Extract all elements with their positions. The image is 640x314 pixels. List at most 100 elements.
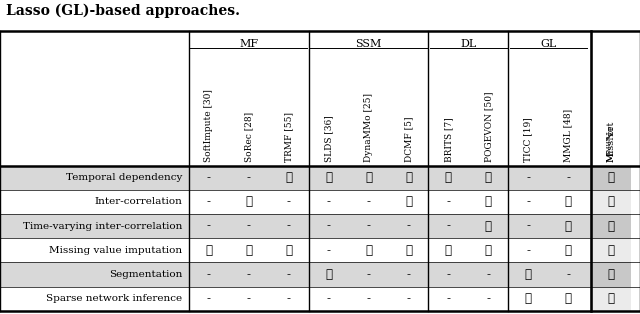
Text: -: -: [207, 219, 211, 233]
Text: Segmentation: Segmentation: [109, 270, 182, 279]
Text: ✓: ✓: [525, 268, 532, 281]
Text: Inter-correlation: Inter-correlation: [95, 198, 182, 206]
Text: SSM: SSM: [355, 39, 381, 49]
Text: -: -: [246, 219, 251, 233]
Bar: [591, 287, 631, 311]
Text: Temporal dependency: Temporal dependency: [66, 173, 182, 182]
Text: -: -: [326, 244, 330, 257]
Text: -: -: [287, 268, 291, 281]
Text: -: -: [526, 171, 530, 184]
Text: -: -: [207, 195, 211, 208]
Text: -: -: [526, 244, 530, 257]
Bar: [591, 263, 631, 287]
Text: GL: GL: [540, 39, 556, 49]
Text: MF: MF: [239, 39, 259, 49]
Bar: [591, 238, 631, 263]
Text: ✓: ✓: [564, 219, 572, 233]
Text: ✓: ✓: [325, 268, 332, 281]
Bar: [0, 263, 591, 287]
Text: BRITS [7]: BRITS [7]: [444, 118, 453, 162]
Text: Lasso (GL)-based approaches.: Lasso (GL)-based approaches.: [6, 3, 241, 18]
Text: -: -: [446, 292, 451, 305]
Text: TICC [19]: TICC [19]: [524, 118, 532, 162]
Text: POGEVON [50]: POGEVON [50]: [484, 92, 493, 162]
Text: ✓: ✓: [365, 244, 372, 257]
Text: -: -: [367, 219, 371, 233]
Bar: [591, 214, 631, 238]
Bar: [591, 165, 631, 190]
Text: ✓: ✓: [445, 171, 452, 184]
Text: ✓: ✓: [445, 244, 452, 257]
Text: Sparse network inference: Sparse network inference: [46, 294, 182, 303]
Text: -: -: [287, 195, 291, 208]
Text: Missing value imputation: Missing value imputation: [49, 246, 182, 255]
Text: ✓: ✓: [405, 244, 412, 257]
Text: -: -: [207, 268, 211, 281]
Text: -: -: [287, 292, 291, 305]
Bar: [591, 190, 631, 214]
Text: ✓: ✓: [365, 171, 372, 184]
Text: ✓: ✓: [608, 268, 615, 281]
Text: -: -: [367, 195, 371, 208]
Text: ✓: ✓: [484, 219, 492, 233]
Text: -: -: [406, 292, 410, 305]
Text: -: -: [566, 171, 570, 184]
Text: -: -: [246, 171, 251, 184]
Text: MissNet: MissNet: [607, 121, 616, 162]
Text: ✓: ✓: [484, 244, 492, 257]
Text: -: -: [207, 171, 211, 184]
Text: ✓: ✓: [564, 292, 572, 305]
Text: DCMF [5]: DCMF [5]: [404, 117, 413, 162]
Text: ✓: ✓: [484, 195, 492, 208]
Text: -: -: [446, 268, 451, 281]
Text: SoRec [28]: SoRec [28]: [244, 112, 253, 162]
Text: ✓: ✓: [608, 244, 615, 257]
Text: ✓: ✓: [405, 195, 412, 208]
Text: ✓: ✓: [245, 195, 252, 208]
Text: SLDS [36]: SLDS [36]: [324, 116, 333, 162]
Text: -: -: [287, 219, 291, 233]
Bar: [0, 165, 591, 190]
Text: -: -: [486, 292, 490, 305]
Text: -: -: [326, 219, 330, 233]
Text: -: -: [406, 219, 410, 233]
Text: -: -: [246, 292, 251, 305]
Bar: [0, 190, 591, 214]
Text: ✓: ✓: [608, 195, 615, 208]
Text: ✓: ✓: [325, 171, 332, 184]
Text: ✓: ✓: [564, 244, 572, 257]
Text: ✓: ✓: [608, 219, 615, 233]
Text: -: -: [326, 292, 330, 305]
Text: ✓: ✓: [608, 292, 615, 305]
Text: ✓: ✓: [285, 171, 292, 184]
Text: DynaMMo [25]: DynaMMo [25]: [364, 93, 373, 162]
Text: ✓: ✓: [285, 244, 292, 257]
Text: SoftImpute [30]: SoftImpute [30]: [204, 89, 213, 162]
Text: ✓: ✓: [405, 171, 412, 184]
Text: -: -: [367, 292, 371, 305]
Text: ✓: ✓: [564, 195, 572, 208]
Text: MMGL [48]: MMGL [48]: [564, 109, 573, 162]
Text: Time-varying inter-correlation: Time-varying inter-correlation: [23, 222, 182, 230]
Bar: [0, 214, 591, 238]
Text: -: -: [207, 292, 211, 305]
Bar: [0, 287, 591, 311]
Text: -: -: [446, 219, 451, 233]
Text: -: -: [367, 268, 371, 281]
Text: -: -: [486, 268, 490, 281]
Text: ✓: ✓: [484, 171, 492, 184]
Text: -: -: [326, 195, 330, 208]
Text: DL: DL: [460, 39, 476, 49]
Text: -: -: [526, 195, 530, 208]
Text: -: -: [406, 268, 410, 281]
Text: ✓: ✓: [525, 292, 532, 305]
Text: ✓: ✓: [245, 244, 252, 257]
Text: -: -: [246, 268, 251, 281]
Text: ✓: ✓: [205, 244, 212, 257]
Text: -: -: [566, 268, 570, 281]
Text: ✓: ✓: [608, 171, 615, 184]
Text: -: -: [526, 219, 530, 233]
Bar: [0, 238, 591, 263]
Text: -: -: [446, 195, 451, 208]
Text: Mᴵᴹᴻᴺᴇᴛ: Mᴵᴹᴻᴺᴇᴛ: [607, 125, 616, 162]
